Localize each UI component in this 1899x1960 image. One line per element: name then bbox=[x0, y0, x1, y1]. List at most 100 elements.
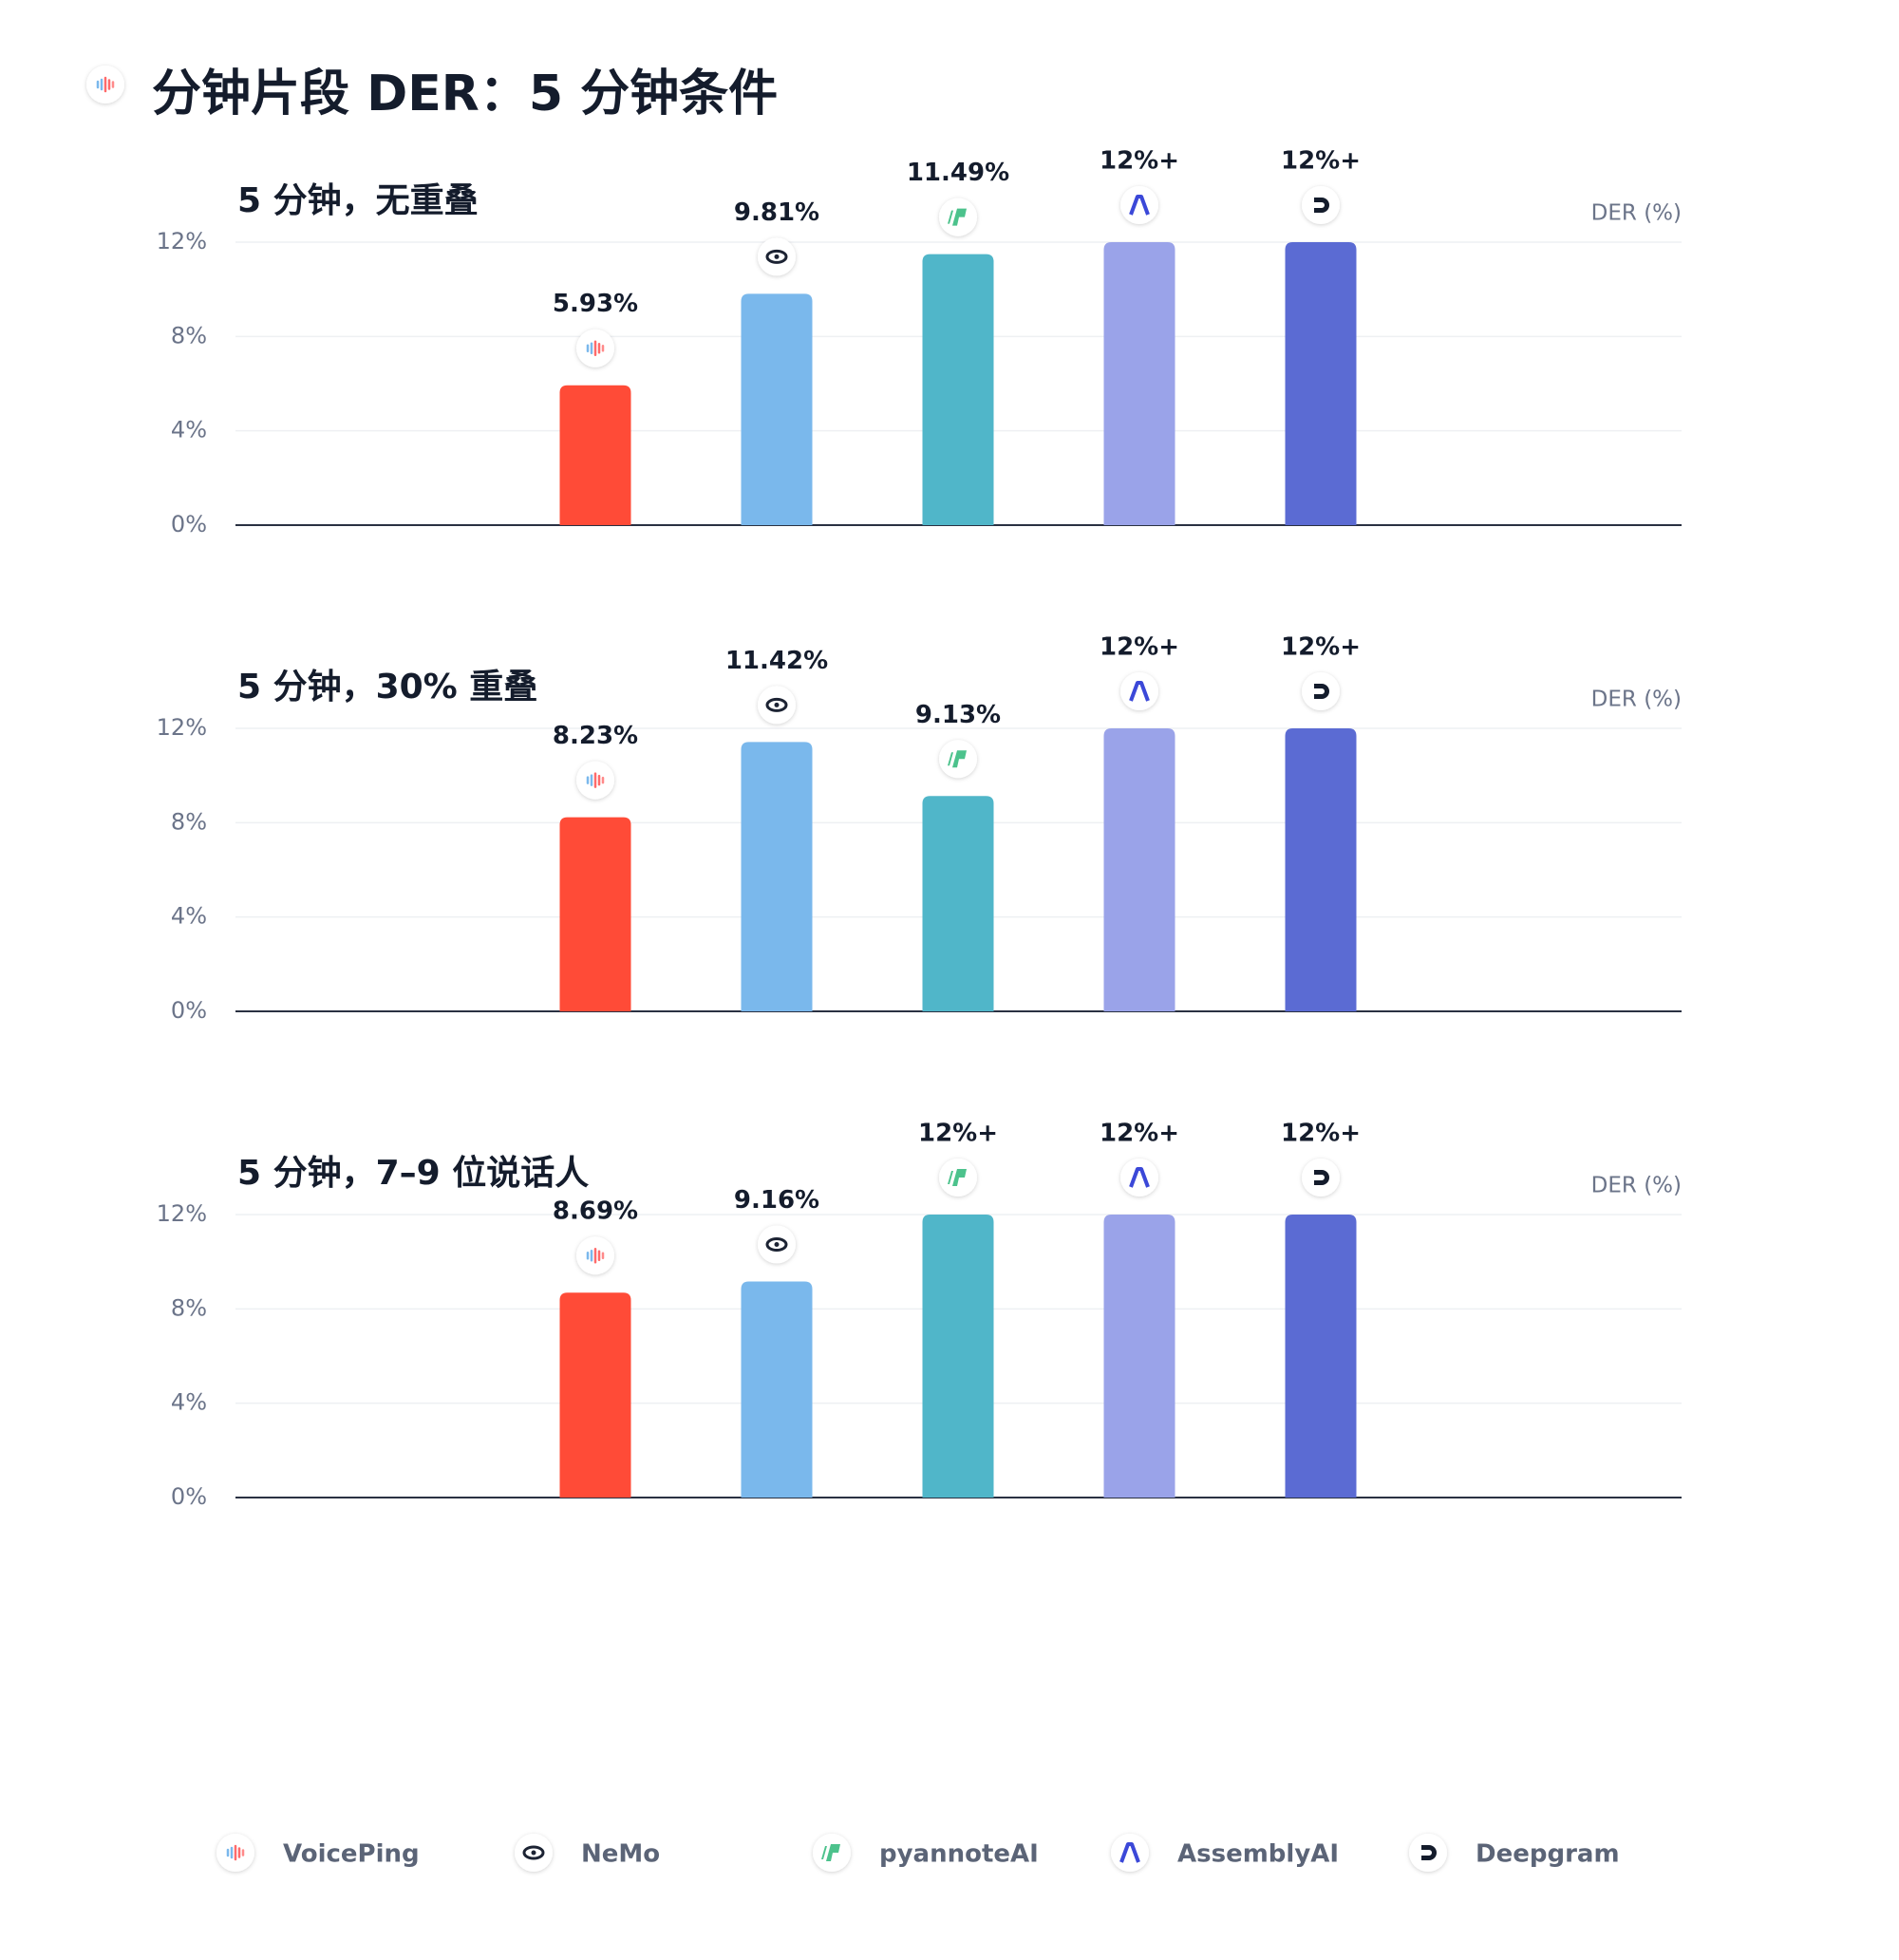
value-label: 9.81% bbox=[734, 198, 819, 227]
logo-bg bbox=[1302, 186, 1340, 224]
logo-bg bbox=[1409, 1834, 1447, 1872]
legend-label: pyannoteAI bbox=[879, 1840, 1039, 1869]
logo-shape bbox=[952, 750, 967, 768]
y-tick-label: 4% bbox=[171, 417, 207, 443]
bar bbox=[1285, 242, 1357, 525]
value-label: 8.23% bbox=[553, 722, 638, 750]
axis-title: DER (%) bbox=[1591, 688, 1682, 712]
legend-label: AssemblyAI bbox=[1177, 1840, 1339, 1869]
value-label: 12%+ bbox=[1281, 147, 1361, 176]
logo-icon bbox=[758, 686, 796, 725]
logo-shape bbox=[948, 210, 953, 224]
logo-icon bbox=[939, 740, 977, 779]
logo-shape bbox=[1314, 1170, 1329, 1185]
bar bbox=[559, 1292, 631, 1498]
logo-shape bbox=[1129, 1167, 1150, 1188]
logo-icon bbox=[939, 1159, 977, 1197]
bar bbox=[1103, 1215, 1175, 1498]
logo-icon bbox=[576, 761, 614, 800]
logo-icon bbox=[86, 66, 124, 104]
value-label: 12%+ bbox=[918, 1120, 998, 1148]
y-tick-label: 8% bbox=[171, 1294, 207, 1321]
chart-title: 5 分钟，无重叠 bbox=[237, 181, 479, 220]
logo-shape bbox=[826, 1844, 840, 1861]
logo-shape bbox=[1129, 681, 1150, 702]
logo-shape bbox=[952, 1169, 967, 1186]
bar bbox=[559, 817, 631, 1011]
page-title: 分钟片段 DER：5 分钟条件 bbox=[152, 66, 778, 122]
logo-icon bbox=[813, 1834, 851, 1872]
logo-shape bbox=[952, 208, 967, 226]
logo-icon bbox=[576, 1236, 614, 1275]
logo-shape bbox=[1129, 195, 1150, 216]
value-label: 8.69% bbox=[553, 1197, 638, 1226]
value-label: 12%+ bbox=[1281, 633, 1361, 662]
chart-title: 5 分钟，7–9 位说话人 bbox=[237, 1154, 589, 1193]
logo-icon bbox=[1120, 186, 1158, 224]
logo-icon bbox=[1302, 1159, 1340, 1197]
y-tick-label: 0% bbox=[171, 511, 207, 537]
logo-bg bbox=[1302, 1159, 1340, 1197]
logo-bg bbox=[1111, 1834, 1149, 1872]
value-label: 5.93% bbox=[553, 290, 638, 318]
value-label: 11.42% bbox=[725, 647, 828, 675]
logo-icon bbox=[1120, 1159, 1158, 1197]
y-tick-label: 8% bbox=[171, 322, 207, 349]
logo-icon bbox=[758, 237, 796, 276]
bar bbox=[741, 293, 813, 525]
logo-icon bbox=[939, 198, 977, 236]
bar bbox=[922, 1215, 994, 1498]
value-label: 12%+ bbox=[1100, 147, 1179, 176]
logo-icon bbox=[576, 329, 614, 368]
logo-shape bbox=[765, 1237, 788, 1253]
y-tick-label: 0% bbox=[171, 997, 207, 1024]
logo-shape bbox=[948, 752, 953, 766]
logo-shape bbox=[531, 1850, 536, 1856]
bar bbox=[922, 254, 994, 525]
legend-label: VoicePing bbox=[283, 1840, 420, 1869]
logo-shape bbox=[948, 1171, 953, 1184]
bar bbox=[1103, 242, 1175, 525]
logo-icon bbox=[216, 1834, 254, 1872]
logo-shape bbox=[1314, 198, 1329, 213]
logo-shape bbox=[765, 249, 788, 264]
y-tick-label: 12% bbox=[157, 228, 207, 254]
y-tick-label: 0% bbox=[171, 1483, 207, 1510]
logo-icon bbox=[1120, 672, 1158, 710]
y-tick-label: 8% bbox=[171, 808, 207, 835]
y-tick-label: 4% bbox=[171, 903, 207, 930]
logo-bg bbox=[1120, 1159, 1158, 1197]
logo-shape bbox=[1421, 1845, 1437, 1860]
value-label: 9.16% bbox=[734, 1186, 819, 1215]
bar bbox=[1285, 1215, 1357, 1498]
y-tick-label: 12% bbox=[157, 1200, 207, 1227]
logo-shape bbox=[522, 1845, 545, 1860]
value-label: 11.49% bbox=[907, 159, 1009, 187]
y-tick-label: 12% bbox=[157, 714, 207, 741]
logo-shape bbox=[1119, 1842, 1140, 1863]
logo-icon bbox=[1409, 1834, 1447, 1872]
axis-title: DER (%) bbox=[1591, 201, 1682, 226]
logo-shape bbox=[774, 1242, 780, 1248]
logo-icon bbox=[515, 1834, 553, 1872]
logo-shape bbox=[774, 254, 780, 259]
axis-title: DER (%) bbox=[1591, 1174, 1682, 1198]
bar bbox=[922, 796, 994, 1011]
legend-label: NeMo bbox=[581, 1840, 660, 1869]
bar bbox=[1285, 728, 1357, 1011]
logo-shape bbox=[1314, 684, 1329, 699]
bar bbox=[741, 1281, 813, 1498]
logo-shape bbox=[765, 697, 788, 712]
bar bbox=[559, 385, 631, 525]
bar bbox=[1103, 728, 1175, 1011]
logo-shape bbox=[774, 702, 780, 707]
logo-icon bbox=[1302, 672, 1340, 710]
chart-title: 5 分钟，30% 重叠 bbox=[237, 668, 537, 707]
value-label: 9.13% bbox=[915, 701, 1001, 729]
legend-label: Deepgram bbox=[1476, 1840, 1620, 1869]
bar bbox=[741, 742, 813, 1011]
y-tick-label: 4% bbox=[171, 1389, 207, 1416]
logo-bg bbox=[1302, 672, 1340, 710]
logo-icon bbox=[758, 1225, 796, 1264]
logo-bg bbox=[1120, 186, 1158, 224]
